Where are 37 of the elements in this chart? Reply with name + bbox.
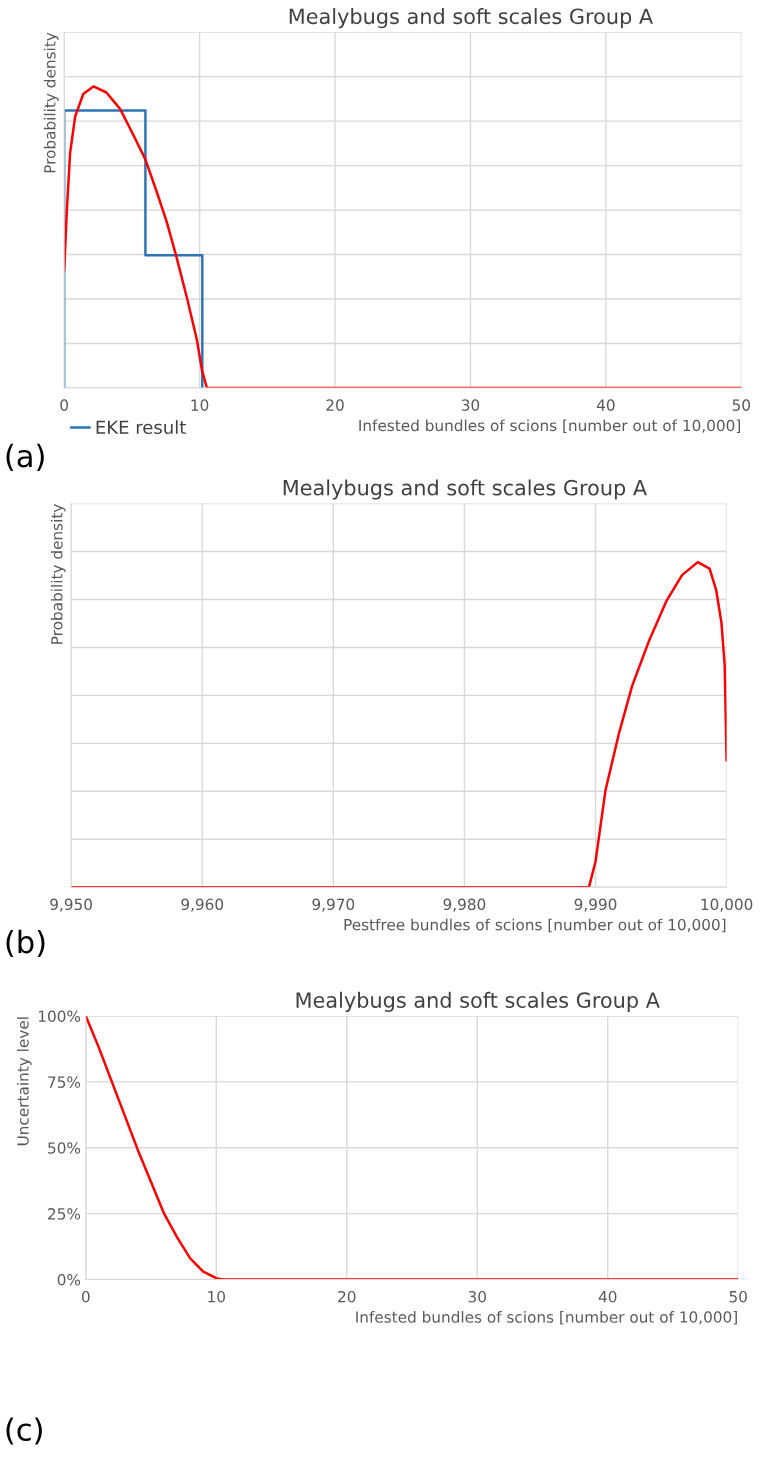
x-tick-label: 9,960 xyxy=(181,898,224,912)
text: (b) xyxy=(6,929,45,958)
x-axis-title: Pestfree bundles of scions [number out of 10,000] xyxy=(344,918,726,933)
y-axis-title: Uncertainty level xyxy=(16,1017,32,1146)
x-tick-label: 0 xyxy=(60,399,68,411)
text: (c) xyxy=(6,1417,42,1445)
x-tick-label: 10,000 xyxy=(701,898,753,912)
x-axis-title: Infested bundles of scions [number out of 10,000] xyxy=(356,1310,737,1325)
x-tick-label: 20 xyxy=(326,399,344,411)
x-tick-label: 40 xyxy=(598,1290,617,1303)
x-tick-label: 9,980 xyxy=(443,898,486,912)
x-tick-label: 10 xyxy=(208,1290,225,1303)
line-series xyxy=(85,1016,739,1280)
x-tick-label: 50 xyxy=(729,1290,747,1303)
chart-title: Mealybugs and soft scales Group A xyxy=(289,8,653,29)
text: (a) xyxy=(6,443,44,472)
x-tick-label: 0 xyxy=(81,1290,90,1303)
y-tick-label: 25% xyxy=(48,1208,81,1220)
y-tick-label: 50% xyxy=(48,1142,81,1154)
chart-title: Mealybugs and soft scales Group A xyxy=(296,991,660,1013)
chart-title: Mealybugs and soft scales Group A xyxy=(283,479,647,500)
x-tick-label: 9,990 xyxy=(574,898,617,912)
x-tick-label: 9,970 xyxy=(312,898,355,912)
y-axis-title: Probability density xyxy=(50,504,66,644)
y-axis-title: Probability density xyxy=(43,32,59,173)
x-tick-label: 50 xyxy=(732,399,751,411)
y-tick-label: 75% xyxy=(48,1076,81,1088)
x-axis-title: Infested bundles of scions [number out of 10,000] xyxy=(359,419,740,434)
legend-label: EKE result xyxy=(96,420,186,435)
x-tick-label: 30 xyxy=(468,1290,486,1303)
x-tick-label: 9,950 xyxy=(50,898,92,912)
x-tick-label: 40 xyxy=(596,399,615,411)
x-tick-label: 10 xyxy=(191,399,209,411)
x-tick-label: 20 xyxy=(338,1290,356,1303)
y-tick-label: 0% xyxy=(57,1274,81,1286)
x-tick-label: 30 xyxy=(461,399,480,411)
y-tick-label: 100% xyxy=(38,1010,81,1023)
